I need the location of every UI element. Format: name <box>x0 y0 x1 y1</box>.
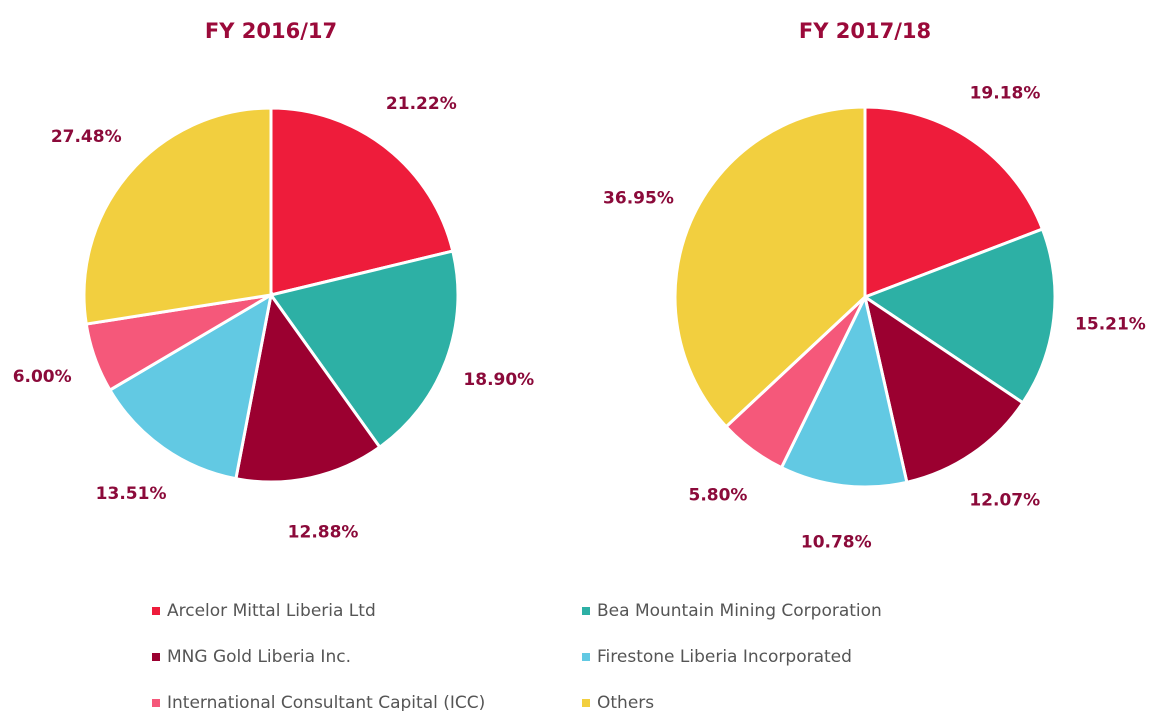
data-label: 15.21% <box>1075 315 1146 335</box>
data-label: 5.80% <box>688 485 747 505</box>
data-label: 12.07% <box>969 491 1040 511</box>
pie-slice <box>779 292 909 489</box>
data-label: 12.88% <box>288 522 359 542</box>
legend-swatch <box>582 699 590 707</box>
legend-swatch <box>152 699 160 707</box>
data-label: 36.95% <box>603 189 674 209</box>
legend-swatch <box>582 607 590 615</box>
pie-slice <box>234 291 382 484</box>
pie-slice <box>673 105 867 429</box>
legend-label: MNG Gold Liberia Inc. <box>167 647 351 667</box>
data-label: 18.90% <box>463 370 534 390</box>
legend-label: Firestone Liberia Incorporated <box>597 647 852 667</box>
legend-swatch <box>152 653 160 661</box>
pie-slice <box>863 105 1045 300</box>
chart-title: FY 2017/18 <box>799 19 931 43</box>
data-label: 6.00% <box>13 367 72 387</box>
legend-label: Others <box>597 693 654 711</box>
legend-label: Arcelor Mittal Liberia Ltd <box>167 601 376 621</box>
pie-slice <box>269 106 455 297</box>
pie-slice <box>82 106 273 326</box>
data-label: 10.78% <box>801 532 872 552</box>
pie-slice <box>862 293 1025 485</box>
data-label: 21.22% <box>386 94 457 114</box>
pie-slice <box>268 249 460 450</box>
pie-slice <box>107 292 274 481</box>
legend-swatch <box>152 607 160 615</box>
data-label: 27.48% <box>51 127 122 147</box>
legend-label: International Consultant Capital (ICC) <box>167 693 485 711</box>
pie-slice <box>861 227 1057 405</box>
data-label: 19.18% <box>970 84 1041 104</box>
legend-swatch <box>582 653 590 661</box>
legend-label: Bea Mountain Mining Corporation <box>597 601 882 621</box>
data-label: 13.51% <box>96 484 167 504</box>
chart-title: FY 2016/17 <box>205 19 337 43</box>
